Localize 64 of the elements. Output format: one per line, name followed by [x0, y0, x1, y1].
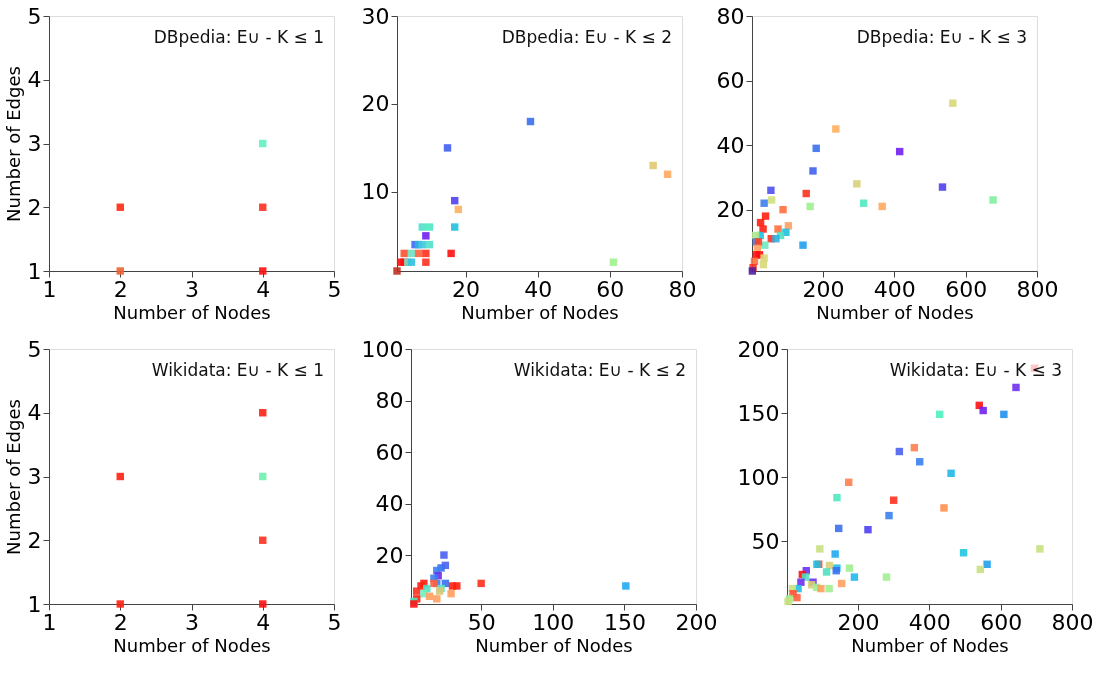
- y-tick-label: 200: [737, 336, 780, 362]
- x-tick-label: 80: [668, 276, 697, 302]
- x-axis-title: Number of Nodes: [851, 634, 1009, 656]
- x-axis-title: Number of Nodes: [113, 634, 271, 656]
- y-tick-label: 60: [375, 439, 404, 465]
- x-axis-title: Number of Nodes: [113, 301, 271, 323]
- x-tick-label: 150: [603, 609, 646, 635]
- x-axis-title: Number of Nodes: [816, 301, 974, 323]
- x-tick-label: 600: [980, 609, 1023, 635]
- x-tick-label: 40: [524, 276, 553, 302]
- x-tick-label: 800: [1016, 276, 1059, 302]
- y-tick-label: 40: [716, 132, 745, 158]
- x-tick-label: 3: [185, 276, 199, 302]
- x-tick-label: 600: [945, 276, 988, 302]
- x-tick-label: 3: [185, 609, 199, 635]
- x-tick-label: 800: [1051, 609, 1094, 635]
- y-tick-label: 80: [375, 388, 404, 414]
- x-axis-title: Number of Nodes: [475, 634, 633, 656]
- y-tick-label: 20: [716, 197, 745, 223]
- x-tick-label: 400: [908, 609, 951, 635]
- y-tick-label: 2: [27, 527, 42, 553]
- y-tick-label: 4: [27, 400, 42, 426]
- y-tick-label: 100: [737, 464, 780, 490]
- x-axis-title: Number of Nodes: [461, 301, 619, 323]
- x-tick-label: 200: [802, 276, 845, 302]
- annotation: Wikidata: E∪ - K ≤ 1: [151, 360, 324, 380]
- y-tick-label: 30: [361, 3, 390, 29]
- annotation: Wikidata: E∪ - K ≤ 3: [889, 360, 1062, 380]
- y-tick-label: 5: [27, 3, 42, 29]
- y-tick-label: 20: [361, 91, 390, 117]
- x-tick-label: 200: [675, 609, 718, 635]
- y-tick-label: 10: [361, 179, 390, 205]
- annotation: DBpedia: E∪ - K ≤ 3: [856, 27, 1027, 47]
- x-tick-label: 5: [327, 276, 342, 302]
- y-tick-label: 3: [27, 464, 42, 489]
- x-tick-label: 50: [467, 609, 496, 635]
- y-tick-label: 20: [375, 542, 404, 568]
- annotation: DBpedia: E∪ - K ≤ 1: [153, 27, 324, 47]
- annotation: Wikidata: E∪ - K ≤ 2: [513, 360, 686, 380]
- x-tick-label: 4: [256, 609, 271, 635]
- x-tick-label: 4: [256, 276, 271, 302]
- y-tick-label: 100: [361, 336, 404, 362]
- y-tick-label: 4: [27, 67, 42, 93]
- y-tick-label: 150: [737, 400, 780, 426]
- x-tick-label: 100: [532, 609, 575, 635]
- y-tick-label: 2: [27, 194, 42, 220]
- y-tick-label: 40: [375, 491, 404, 517]
- x-tick-label: 400: [873, 276, 916, 302]
- y-tick-label: 3: [27, 131, 42, 156]
- y-tick-label: 60: [716, 68, 745, 94]
- x-tick-label: 2: [113, 276, 128, 302]
- annotation: DBpedia: E∪ - K ≤ 2: [501, 27, 672, 47]
- y-tick-label: 1: [27, 591, 42, 617]
- x-tick-label: 20: [452, 276, 481, 302]
- y-tick-label: 1: [27, 258, 42, 284]
- y-axis-title: Number of Edges: [2, 66, 24, 222]
- x-tick-label: 200: [837, 609, 880, 635]
- x-tick-label: 2: [113, 609, 128, 635]
- y-tick-label: 50: [751, 528, 780, 554]
- x-tick-label: 60: [596, 276, 625, 302]
- x-tick-label: 5: [327, 609, 342, 635]
- y-tick-label: 80: [716, 3, 745, 29]
- y-tick-label: 5: [27, 336, 42, 362]
- y-axis-title: Number of Edges: [2, 399, 24, 555]
